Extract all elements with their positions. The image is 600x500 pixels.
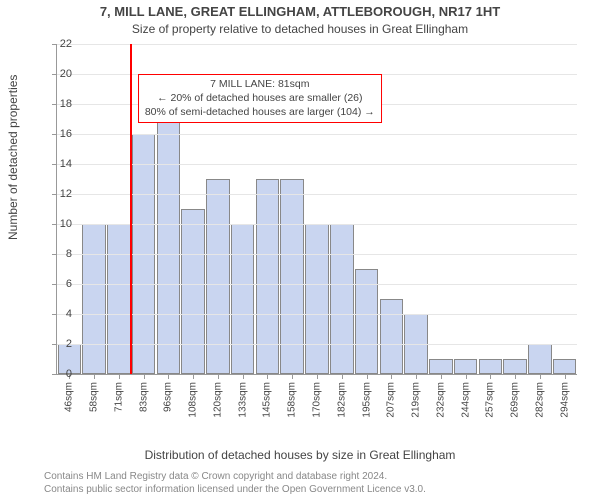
bar [503, 359, 527, 374]
xtick-mark [94, 374, 95, 379]
xtick-label: 108sqm [188, 382, 199, 418]
gridline [57, 164, 577, 165]
ytick-label: 20 [44, 68, 72, 80]
ytick-label: 6 [44, 278, 72, 290]
bar [82, 224, 106, 374]
gridline [57, 134, 577, 135]
xtick-mark [292, 374, 293, 379]
xtick-label: 46sqm [64, 382, 75, 412]
attribution-line-2: Contains public sector information licen… [44, 484, 426, 497]
xtick-label: 232sqm [435, 382, 446, 418]
bar [330, 224, 354, 374]
gridline [57, 344, 577, 345]
gridline [57, 44, 577, 45]
xtick-mark [267, 374, 268, 379]
xtick-mark [317, 374, 318, 379]
xtick-mark [466, 374, 467, 379]
bar [305, 224, 329, 374]
reference-line [130, 44, 132, 374]
annotation-box: 7 MILL LANE: 81sqm ← 20% of detached hou… [138, 74, 382, 124]
xtick-mark [218, 374, 219, 379]
bar [454, 359, 478, 374]
xtick-mark [540, 374, 541, 379]
xtick-mark [168, 374, 169, 379]
gridline [57, 314, 577, 315]
xtick-label: 257sqm [485, 382, 496, 418]
xtick-label: 83sqm [138, 382, 149, 412]
xtick-label: 195sqm [361, 382, 372, 418]
attribution: Contains HM Land Registry data © Crown c… [44, 471, 426, 496]
gridline [57, 224, 577, 225]
annotation-line-3: 80% of semi-detached houses are larger (… [145, 105, 375, 119]
xtick-label: 282sqm [534, 382, 545, 418]
ytick-label: 10 [44, 218, 72, 230]
gridline [57, 284, 577, 285]
xtick-label: 71sqm [113, 382, 124, 412]
ytick-label: 16 [44, 128, 72, 140]
xtick-mark [119, 374, 120, 379]
chart-title: 7, MILL LANE, GREAT ELLINGHAM, ATTLEBORO… [0, 4, 600, 19]
bar [553, 359, 577, 374]
y-axis-label: Number of detached properties [6, 75, 20, 240]
xtick-label: 145sqm [262, 382, 273, 418]
xtick-mark [342, 374, 343, 379]
ytick-label: 18 [44, 98, 72, 110]
ytick-label: 2 [44, 338, 72, 350]
xtick-label: 207sqm [386, 382, 397, 418]
bar [157, 104, 181, 374]
ytick-label: 0 [44, 368, 72, 380]
xtick-mark [416, 374, 417, 379]
bar [107, 224, 131, 374]
xtick-label: 219sqm [411, 382, 422, 418]
xtick-mark [367, 374, 368, 379]
ytick-label: 14 [44, 158, 72, 170]
ytick-label: 22 [44, 38, 72, 50]
xtick-label: 294sqm [559, 382, 570, 418]
xtick-label: 133sqm [237, 382, 248, 418]
annotation-line-1: 7 MILL LANE: 81sqm [145, 77, 375, 91]
bar [181, 209, 205, 374]
x-axis-label: Distribution of detached houses by size … [0, 448, 600, 462]
plot-area: 7 MILL LANE: 81sqm ← 20% of detached hou… [56, 44, 577, 375]
gridline [57, 254, 577, 255]
xtick-mark [515, 374, 516, 379]
xtick-label: 170sqm [312, 382, 323, 418]
attribution-line-1: Contains HM Land Registry data © Crown c… [44, 471, 426, 484]
xtick-label: 269sqm [510, 382, 521, 418]
ytick-label: 8 [44, 248, 72, 260]
xtick-mark [565, 374, 566, 379]
xtick-mark [243, 374, 244, 379]
xtick-mark [193, 374, 194, 379]
ytick-label: 12 [44, 188, 72, 200]
xtick-label: 244sqm [460, 382, 471, 418]
xtick-mark [391, 374, 392, 379]
xtick-label: 182sqm [336, 382, 347, 418]
xtick-mark [490, 374, 491, 379]
bar [479, 359, 503, 374]
ytick-label: 4 [44, 308, 72, 320]
chart-subtitle: Size of property relative to detached ho… [0, 22, 600, 36]
xtick-label: 96sqm [163, 382, 174, 412]
bar [380, 299, 404, 374]
gridline [57, 194, 577, 195]
bar [231, 224, 255, 374]
xtick-mark [144, 374, 145, 379]
bar [528, 344, 552, 374]
annotation-line-2: ← 20% of detached houses are smaller (26… [145, 91, 375, 105]
xtick-mark [441, 374, 442, 379]
xtick-label: 120sqm [212, 382, 223, 418]
xtick-label: 58sqm [89, 382, 100, 412]
bar [429, 359, 453, 374]
xtick-label: 158sqm [287, 382, 298, 418]
